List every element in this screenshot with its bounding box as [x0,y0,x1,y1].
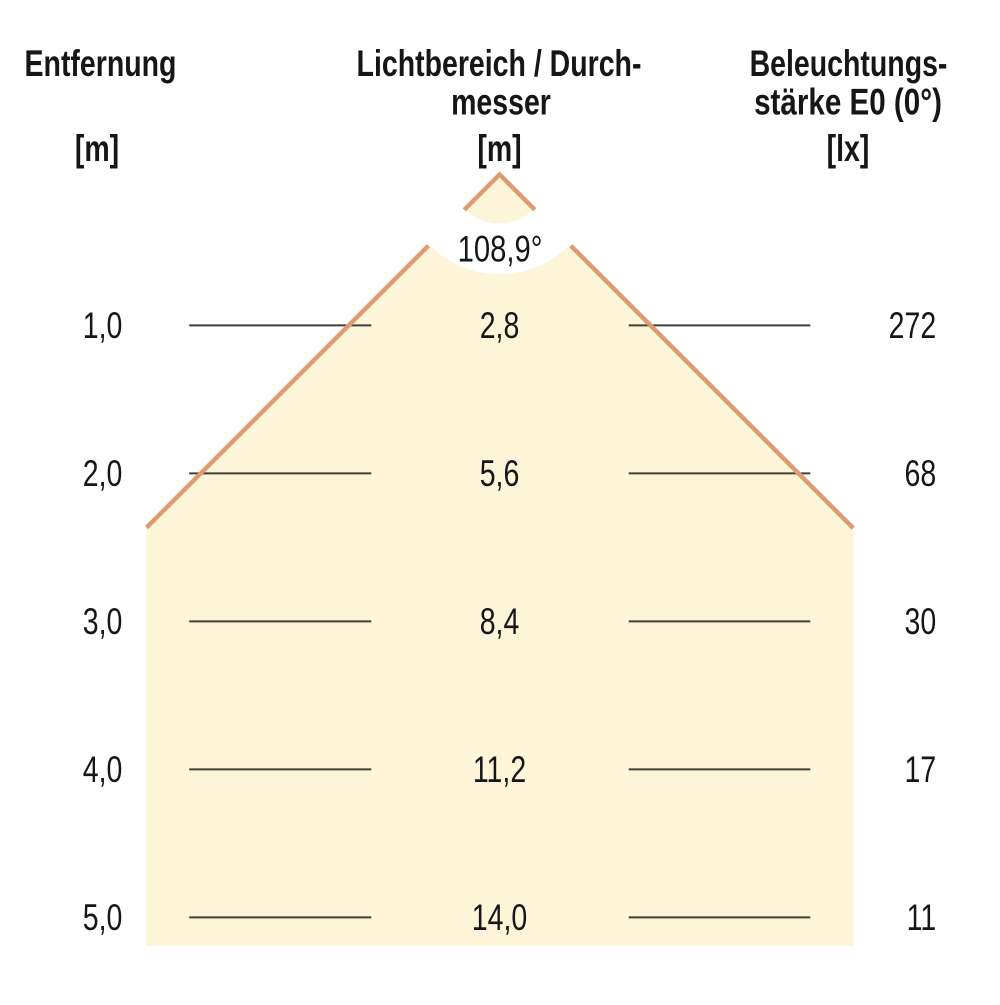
svg-text:3,0: 3,0 [83,600,123,641]
svg-text:stärke E0 (0°): stärke E0 (0°) [754,82,942,123]
svg-text:Lichtbereich / Durch-: Lichtbereich / Durch- [357,42,642,83]
svg-text:5,6: 5,6 [480,452,520,493]
svg-text:11: 11 [907,896,937,937]
svg-text:4,0: 4,0 [83,748,123,789]
svg-text:Beleuchtungs-: Beleuchtungs- [750,42,948,83]
svg-text:5,0: 5,0 [83,896,123,937]
svg-text:17: 17 [905,748,937,789]
svg-text:[m]: [m] [75,127,119,168]
svg-text:30: 30 [905,600,937,641]
svg-text:68: 68 [905,452,937,493]
svg-text:11,2: 11,2 [473,748,526,789]
svg-text:8,4: 8,4 [480,600,520,641]
svg-text:14,0: 14,0 [472,896,527,937]
svg-text:1,0: 1,0 [83,304,123,345]
svg-text:2,8: 2,8 [480,304,520,345]
svg-text:108,9°: 108,9° [458,229,543,270]
svg-text:Entfernung: Entfernung [25,42,177,83]
svg-text:272: 272 [889,304,937,345]
svg-text:2,0: 2,0 [83,452,123,493]
svg-text:[lx]: [lx] [827,127,870,168]
svg-text:[m]: [m] [477,127,521,168]
svg-text:messer: messer [451,81,551,122]
